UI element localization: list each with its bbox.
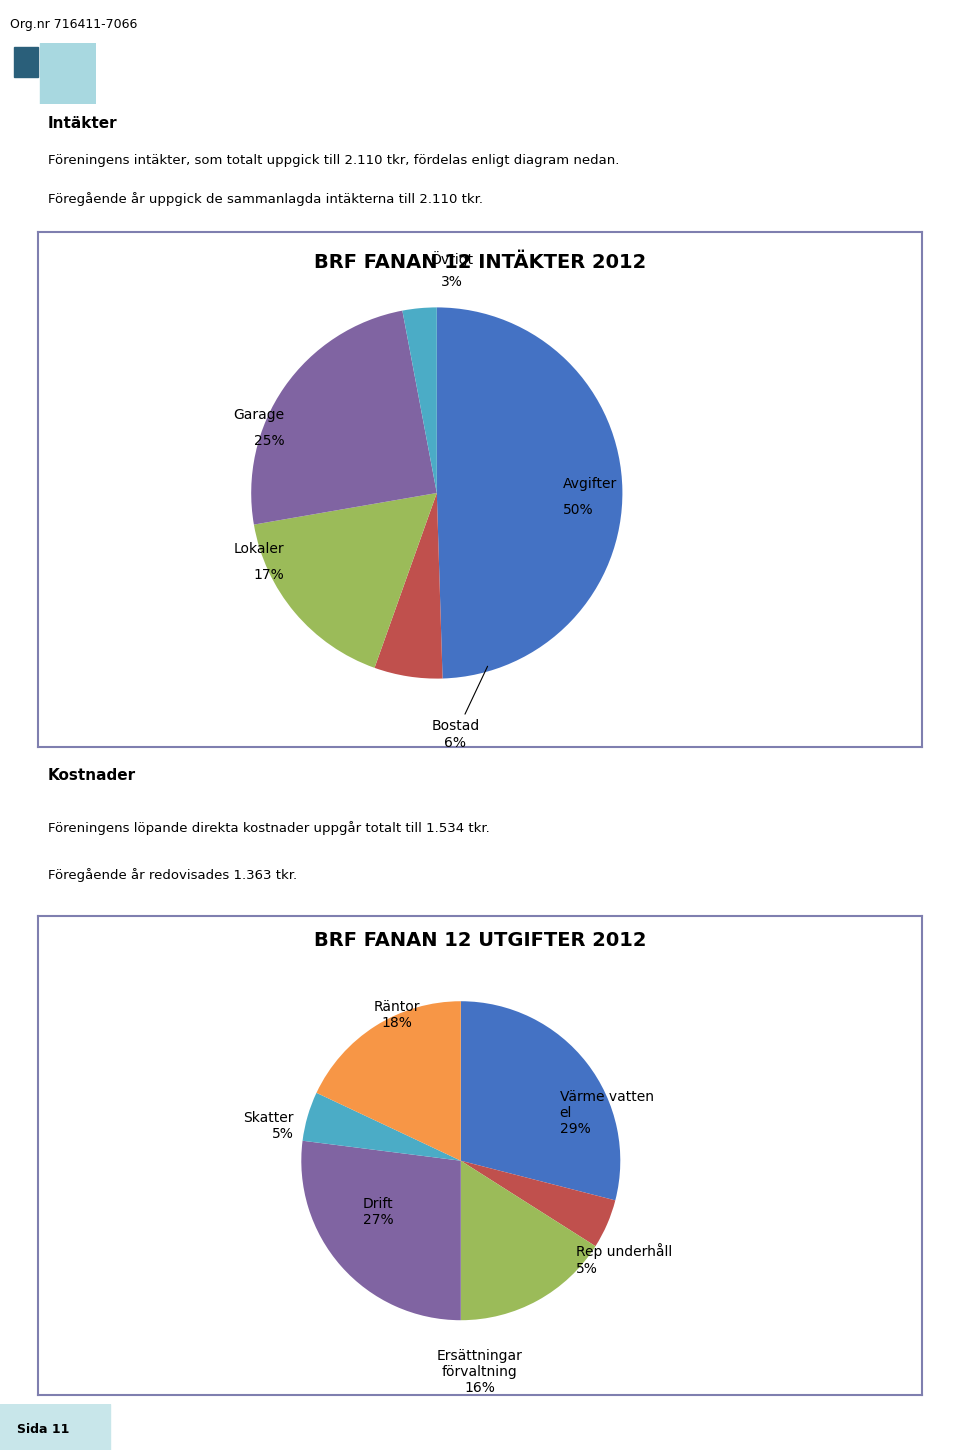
Text: Räntor
18%: Räntor 18% [373, 999, 420, 1030]
Wedge shape [253, 493, 437, 668]
Bar [39, 44, 96, 104]
Text: Avgifter: Avgifter [563, 477, 617, 490]
Text: Föreningens intäkter, som totalt uppgick till 2.110 tkr, fördelas enligt diagram: Föreningens intäkter, som totalt uppgick… [48, 154, 619, 167]
Text: Föregående år uppgick de sammanlagda intäkterna till 2.110 tkr.: Föregående år uppgick de sammanlagda int… [48, 193, 483, 206]
Text: Föreningens löpande direkta kostnader uppgår totalt till 1.534 tkr.: Föreningens löpande direkta kostnader up… [48, 821, 490, 835]
Wedge shape [374, 493, 443, 679]
Text: Värme vatten
el
29%: Värme vatten el 29% [560, 1090, 654, 1137]
Text: Skatter
5%: Skatter 5% [243, 1111, 294, 1141]
Text: Rep underhåll
5%: Rep underhåll 5% [576, 1244, 672, 1276]
Text: BRF FANAN 12 INTÄKTER 2012: BRF FANAN 12 INTÄKTER 2012 [314, 252, 646, 271]
Wedge shape [402, 307, 437, 493]
Wedge shape [317, 1002, 461, 1160]
Text: 17%: 17% [253, 567, 284, 581]
Wedge shape [301, 1141, 461, 1320]
Text: Kostnader: Kostnader [48, 768, 136, 783]
Wedge shape [461, 1002, 620, 1201]
Wedge shape [437, 307, 622, 679]
Text: Årsredovisning Brf Fanan12 år 2012: Årsredovisning Brf Fanan12 år 2012 [121, 64, 459, 84]
Text: Intäkter: Intäkter [48, 116, 118, 130]
Text: Org.nr 716411-7066: Org.nr 716411-7066 [10, 19, 137, 30]
Text: 25%: 25% [254, 434, 284, 448]
Text: Föregående år redovisades 1.363 tkr.: Föregående år redovisades 1.363 tkr. [48, 867, 298, 882]
Bar [13, 46, 38, 77]
Wedge shape [461, 1160, 595, 1320]
Text: BRF FANAN 12 UTGIFTER 2012: BRF FANAN 12 UTGIFTER 2012 [314, 931, 646, 950]
Text: 3%: 3% [441, 276, 463, 289]
Wedge shape [302, 1093, 461, 1160]
Wedge shape [461, 1160, 615, 1246]
Text: Lokaler: Lokaler [234, 542, 284, 555]
Text: Övrigt: Övrigt [430, 251, 473, 267]
Text: 50%: 50% [563, 503, 593, 516]
Text: Drift
27%: Drift 27% [363, 1196, 394, 1227]
Wedge shape [252, 310, 437, 525]
Text: Garage: Garage [233, 407, 284, 422]
Text: Bostad
6%: Bostad 6% [431, 666, 488, 750]
Text: Ersättningar
förvaltning
16%: Ersättningar förvaltning 16% [437, 1348, 523, 1395]
Bar [0, 1404, 110, 1450]
Text: Sida 11: Sida 11 [17, 1422, 70, 1436]
